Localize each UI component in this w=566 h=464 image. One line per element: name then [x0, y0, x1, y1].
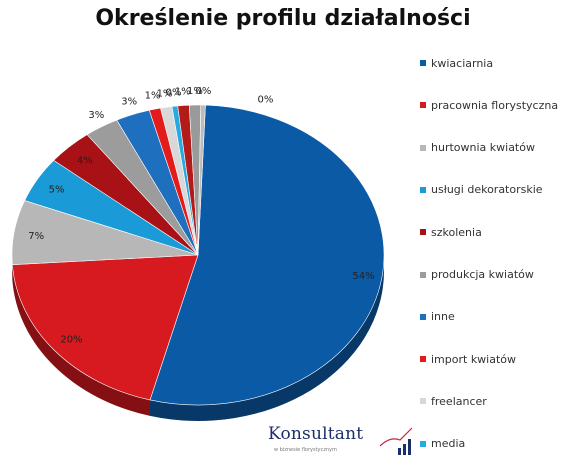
pie-side-1	[12, 264, 150, 416]
data-label-2: 7%	[28, 231, 44, 242]
rising-bars-icon	[379, 427, 413, 455]
logo-name: Konsultant	[268, 424, 364, 444]
pie-side-0	[149, 255, 384, 421]
legend-swatch-8	[420, 398, 426, 405]
legend-item-1: pracownia florystyczna	[420, 98, 558, 112]
pie-labels: 54%20%7%5%4%3%3%1%1%0%1%1%0%0%	[28, 86, 374, 346]
legend-item-7: import kwiatów	[420, 352, 516, 366]
legend-swatch-6	[420, 313, 426, 320]
pie-slice-1	[12, 254, 199, 401]
legend-item-5: produkcja kwiatów	[420, 268, 534, 282]
legend-label-3: usługi dekoratorskie	[431, 183, 543, 197]
data-label-0: 54%	[352, 271, 374, 282]
data-label-7: 1%	[145, 91, 161, 102]
data-label-4: 4%	[77, 156, 93, 167]
data-label-5: 3%	[88, 110, 104, 121]
legend-label-8: freelancer	[431, 394, 487, 408]
legend-item-6: inne	[420, 310, 455, 324]
data-label-12: 0%	[195, 86, 211, 97]
pie-slice-0	[149, 104, 385, 406]
legend-item-0: kwiaciarnia	[420, 56, 493, 70]
chart-title: Określenie profilu działalności	[95, 6, 471, 31]
logo-tagline: w biznesie florystycznym	[274, 447, 337, 453]
legend-label-5: produkcja kwiatów	[431, 268, 534, 281]
data-label-1: 20%	[60, 335, 82, 346]
legend-swatch-2	[420, 144, 426, 151]
legend-swatch-4	[420, 229, 426, 236]
konsultant-logo: Konsultant w biznesie florystycznym	[268, 424, 418, 460]
legend-item-3: usługi dekoratorskie	[420, 183, 543, 197]
data-label-6: 3%	[121, 96, 137, 107]
legend-item-4: szkolenia	[420, 225, 482, 239]
legend-swatch-5	[420, 271, 426, 278]
legend-label-4: szkolenia	[431, 225, 482, 239]
data-label-9: 0%	[166, 87, 182, 98]
pie-top	[11, 104, 385, 406]
legend-label-9: media	[431, 437, 466, 451]
data-label-extra: 0%	[257, 95, 273, 106]
legend-label-7: import kwiatów	[431, 352, 517, 366]
legend-label-0: kwiaciarnia	[431, 56, 494, 70]
legend-swatch-9	[420, 440, 426, 447]
legend-label-2: hurtownia kwiatów	[431, 141, 535, 155]
data-label-3: 5%	[49, 185, 65, 196]
legend-swatch-3	[420, 186, 426, 193]
legend-label-1: pracownia florystyczna	[431, 98, 559, 112]
legend-swatch-0	[420, 60, 426, 66]
data-label-11: 1%	[187, 86, 203, 97]
legend-swatch-7	[420, 356, 426, 363]
legend-item-9: media	[420, 437, 465, 451]
legend-item-8: freelancer	[420, 394, 487, 408]
legend-item-2: hurtownia kwiatów	[420, 141, 535, 155]
legend-label-6: inne	[431, 310, 455, 324]
data-label-8: 1%	[157, 88, 173, 99]
legend-swatch-1	[420, 102, 426, 109]
data-label-10: 1%	[175, 87, 191, 98]
pie-slice-12	[197, 104, 206, 256]
